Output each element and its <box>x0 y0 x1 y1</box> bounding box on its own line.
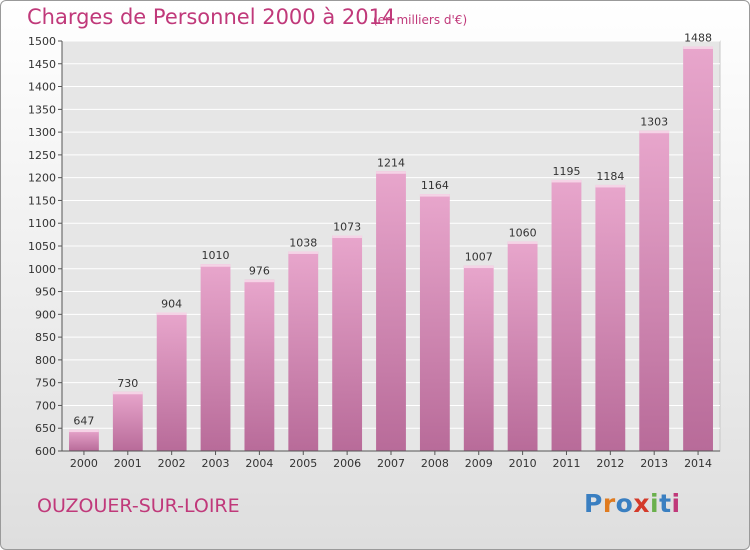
y-tick-label: 1150 <box>28 194 56 207</box>
bar <box>419 194 450 452</box>
bar <box>244 279 275 451</box>
bar-top-highlight <box>551 179 582 183</box>
x-tick-label: 2013 <box>640 457 668 470</box>
y-tick-label: 850 <box>35 331 56 344</box>
bar-top-highlight <box>683 46 713 49</box>
bar-top-highlight <box>463 265 494 269</box>
bar <box>639 130 670 451</box>
logo-letter: t <box>659 489 672 518</box>
data-label: 730 <box>117 377 138 390</box>
x-tick-label: 2012 <box>596 457 624 470</box>
bar <box>156 312 187 451</box>
logo-letter: o <box>615 489 634 518</box>
bar <box>288 251 319 451</box>
x-tick-label: 2004 <box>245 457 273 470</box>
data-label: 1038 <box>289 236 317 249</box>
logo-letter: i <box>650 489 660 518</box>
data-label: 976 <box>249 265 270 278</box>
data-label: 1214 <box>377 156 405 169</box>
bar-top-highlight <box>156 312 187 316</box>
x-tick-label: 2008 <box>421 457 449 470</box>
bar-top-highlight <box>595 184 626 188</box>
y-tick-label: 1050 <box>28 240 56 253</box>
city-name: OUZOUER-SUR-LOIRE <box>37 495 240 517</box>
bar <box>507 241 538 451</box>
data-label: 1303 <box>640 116 668 129</box>
bar <box>463 265 494 451</box>
x-tick-label: 2011 <box>552 457 580 470</box>
y-tick-label: 700 <box>35 399 56 412</box>
bar-top-highlight <box>376 171 406 174</box>
data-label: 1073 <box>333 221 361 234</box>
y-tick-label: 750 <box>35 377 56 390</box>
y-tick-label: 1000 <box>28 263 56 276</box>
x-axis: 2000 2001 2002 2003 2004 2005 2006 2007 2008 2009… <box>62 450 720 470</box>
y-tick-label: 1500 <box>28 35 56 48</box>
x-tick-label: 2006 <box>333 457 361 470</box>
bar <box>200 264 231 451</box>
bar-top-highlight <box>244 279 275 283</box>
x-tick-label: 2000 <box>70 457 98 470</box>
chart-title: Charges de Personnel 2000 à 2014 <box>27 5 396 29</box>
logo-letter: x <box>633 489 650 518</box>
x-tick-label: 2010 <box>509 457 537 470</box>
data-label: 904 <box>161 298 182 311</box>
bar-top-highlight <box>288 251 319 254</box>
bar <box>595 184 626 451</box>
y-tick-label: 800 <box>35 354 56 367</box>
data-label: 1184 <box>596 170 624 183</box>
data-label: 647 <box>73 415 94 428</box>
y-tick-label: 600 <box>35 445 56 458</box>
logo-letter: P <box>584 489 603 518</box>
bar <box>112 391 143 451</box>
x-tick-label: 2005 <box>289 457 317 470</box>
bar-top-highlight <box>112 391 143 395</box>
data-label: 1164 <box>421 179 449 192</box>
y-axis: 600 650 700 750 800 850 900 950 1000 1050 1100 1150… <box>28 35 63 458</box>
y-tick-label: 950 <box>35 286 56 299</box>
bar-top-highlight <box>200 264 231 267</box>
logo-letter: r <box>602 489 616 518</box>
bar <box>376 171 406 452</box>
y-tick-label: 900 <box>35 308 56 321</box>
y-tick-label: 1200 <box>28 172 56 185</box>
x-tick-label: 2001 <box>114 457 142 470</box>
data-label: 1007 <box>465 251 493 264</box>
x-tick-label: 2007 <box>377 457 405 470</box>
bar-top-highlight <box>419 194 450 197</box>
y-tick-label: 650 <box>35 422 56 435</box>
data-label: 1010 <box>202 249 230 262</box>
bar-top-highlight <box>507 241 538 244</box>
y-tick-label: 1300 <box>28 126 56 139</box>
y-tick-label: 1250 <box>28 149 56 162</box>
y-tick-label: 1400 <box>28 81 56 94</box>
x-tick-label: 2003 <box>202 457 230 470</box>
x-tick-label: 2009 <box>465 457 493 470</box>
chart-subtitle: (en milliers d'€) <box>373 13 468 27</box>
proxiti-logo: Proxiti <box>584 489 681 518</box>
bar <box>69 429 99 451</box>
logo-letter: i <box>671 489 681 518</box>
x-tick-label: 2002 <box>158 457 186 470</box>
bar-top-highlight <box>69 429 99 433</box>
bar <box>551 179 582 451</box>
data-label: 1195 <box>552 165 580 178</box>
bar-top-highlight <box>639 130 670 134</box>
x-tick-label: 2014 <box>684 457 712 470</box>
data-label: 1060 <box>509 226 537 239</box>
y-tick-label: 1350 <box>28 103 56 116</box>
y-tick-label: 1450 <box>28 58 56 71</box>
bar <box>332 235 363 451</box>
bars: 647 730 904 1010 976 1038 1073 1214 1164 1007 1060… <box>69 31 713 452</box>
y-tick-label: 1100 <box>28 217 56 230</box>
data-label: 1488 <box>684 31 712 44</box>
bar-top-highlight <box>332 235 363 239</box>
bar <box>683 46 713 451</box>
